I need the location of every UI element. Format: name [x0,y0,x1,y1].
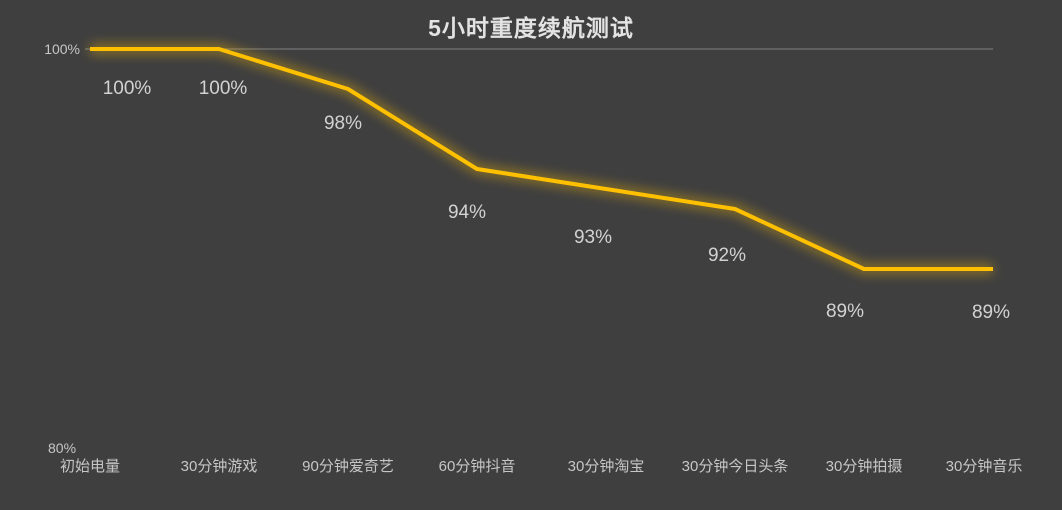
x-axis-label: 30分钟今日头条 [681,458,789,475]
x-axis-label: 30分钟淘宝 [567,458,645,475]
x-axis-label: 60分钟抖音 [438,458,516,475]
x-axis-label: 30分钟游戏 [180,458,258,475]
data-label: 94% [447,202,487,223]
x-axis-label: 初始电量 [59,458,121,475]
x-axis-label: 30分钟拍摄 [825,458,903,475]
data-label: 89% [825,301,865,322]
y-axis-tick-100: 100% [44,41,80,57]
x-axis-label: 30分钟音乐 [945,458,1023,475]
data-label: 92% [707,245,747,266]
y-axis-tick-80: 80% [48,440,77,456]
data-label: 100% [198,78,248,99]
data-label: 89% [971,302,1011,323]
battery-level-line [90,47,993,271]
data-label: 93% [573,227,613,248]
x-axis-label: 90分钟爱奇艺 [302,458,394,475]
data-label: 98% [323,113,363,134]
data-label: 100% [102,78,152,99]
chart-title: 5小时重度续航测试 [428,15,634,41]
